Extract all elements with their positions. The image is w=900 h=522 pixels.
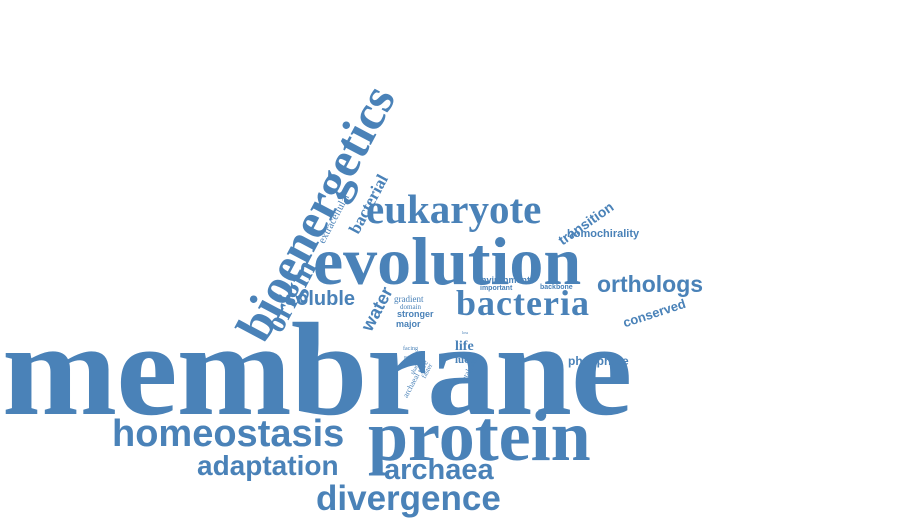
word-homochirality: homochirality [567,228,640,240]
word-eukaryote: eukaryote [366,186,542,232]
word-major: major [396,319,421,329]
word-protein: protein [368,396,591,476]
word-homeostasis: homeostasis [112,413,345,455]
word-soluble: soluble [285,288,356,310]
word-luca: luca [455,354,475,366]
word-backbone: backbone [540,284,573,291]
word-divergence: divergence [316,479,501,518]
word-domain: domain [400,303,421,311]
word-orthologs: orthologs [597,271,704,297]
word-loss: loss [462,330,469,335]
word-point: point [404,354,413,359]
word-evolution: evolution [313,223,582,299]
word-archaea: archaea [384,454,494,486]
word-membrane: membrane [2,295,632,443]
word-adaptation: adaptation [197,450,339,481]
word-bacteria: bacteria [456,283,590,323]
word-phosphate: phosphate [568,354,629,368]
word-stronger: stronger [397,309,434,319]
word-gradient: gradient [394,294,424,304]
word-important: important [480,285,513,292]
word-life: life [455,339,474,354]
word-facing: facing [403,346,418,352]
word-environment: environment [476,275,531,285]
